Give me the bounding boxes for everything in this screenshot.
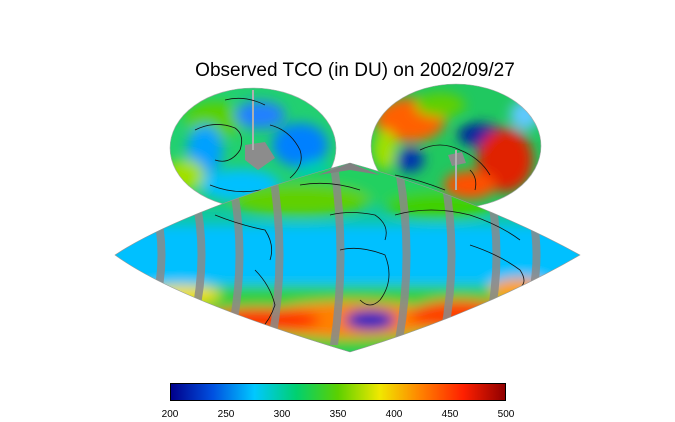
color-scale-tick: 400 bbox=[385, 409, 403, 420]
color-scale-tick: 250 bbox=[217, 409, 235, 420]
map-title: Observed TCO (in DU) on 2002/09/27 bbox=[195, 60, 515, 81]
color-scale-tick: 350 bbox=[329, 409, 347, 420]
color-scale-tick: 200 bbox=[161, 409, 179, 420]
color-scale-tick: 500 bbox=[497, 409, 515, 420]
color-scale-tick: 450 bbox=[441, 409, 459, 420]
color-scale-tick: 300 bbox=[273, 409, 291, 420]
south-polar-globe bbox=[370, 83, 542, 209]
color-scale-bar bbox=[170, 383, 506, 401]
